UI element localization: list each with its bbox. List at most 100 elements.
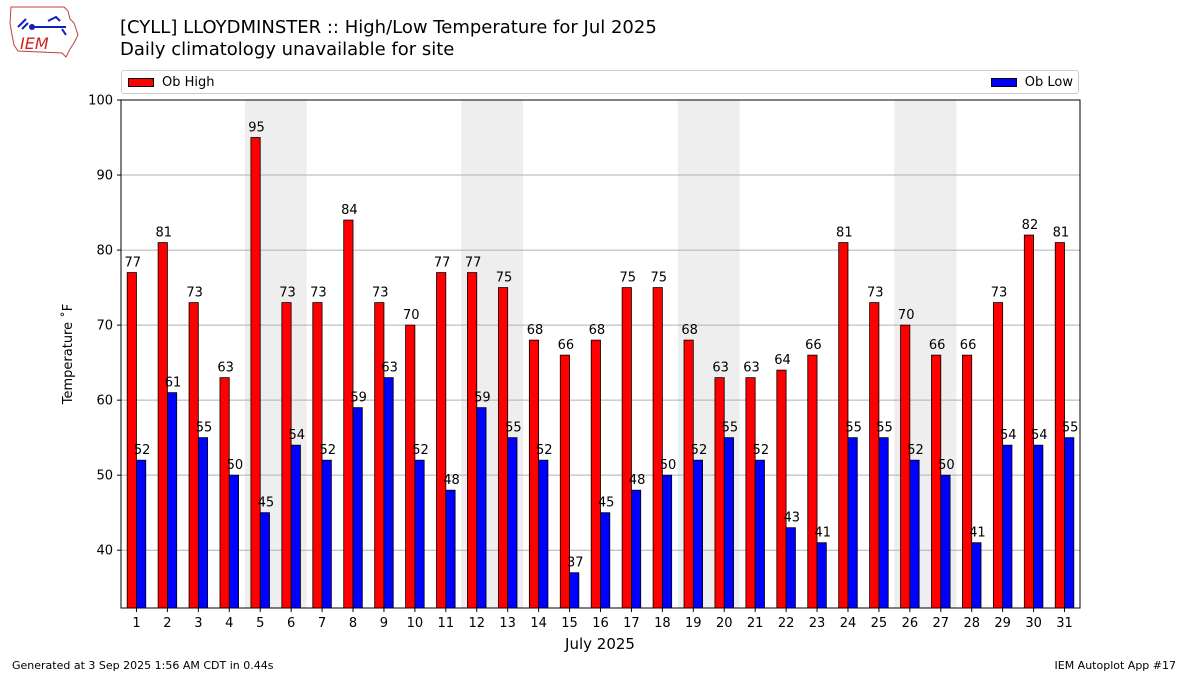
bar-low-day-17 [631,489,642,609]
label-low-day-9: 63 [381,361,398,376]
label-high-day-5: 95 [248,121,265,136]
x-tick-label-10: 10 [407,616,424,631]
legend-label-low: Ob Low [1024,75,1073,90]
bar-low-day-28 [971,542,982,609]
bar-low-day-23 [816,542,827,609]
bar-low-day-31 [1064,437,1075,609]
label-high-day-9: 73 [372,286,389,301]
label-high-day-4: 63 [217,361,234,376]
x-tick-label-12: 12 [468,616,485,631]
x-tick-label-17: 17 [623,616,640,631]
bar-low-day-7 [321,459,332,609]
y-tick-label-40: 40 [96,544,113,559]
x-tick-label-18: 18 [654,616,671,631]
label-high-day-29: 73 [991,286,1008,301]
label-high-day-21: 63 [743,361,760,376]
label-high-day-18: 75 [650,271,667,286]
bar-low-day-16 [600,512,611,609]
bar-high-day-27 [931,354,942,609]
label-low-day-25: 55 [876,421,893,436]
bar-low-day-4 [228,474,239,609]
bar-high-day-20 [714,377,725,609]
x-tick-label-19: 19 [685,616,702,631]
x-tick-label-3: 3 [194,616,202,631]
bar-low-day-10 [414,459,425,609]
bar-high-day-14 [528,339,540,609]
y-tick-label-60: 60 [96,394,113,409]
label-high-day-7: 73 [310,286,327,301]
generated-note: Generated at 3 Sep 2025 1:56 AM CDT in 0… [12,659,274,672]
label-high-day-1: 77 [125,256,142,271]
label-low-day-16: 45 [598,496,615,511]
label-high-day-22: 64 [774,353,791,368]
bar-low-day-19 [692,459,704,609]
x-tick-label-14: 14 [530,616,547,631]
label-high-day-19: 68 [681,323,698,338]
bar-high-day-1 [126,272,137,609]
label-high-day-28: 66 [960,338,977,353]
y-tick-label-80: 80 [96,244,113,259]
legend-item-low: Ob Low [990,75,1073,90]
bar-low-day-11 [445,489,456,609]
bar-high-day-25 [869,302,880,609]
bar-low-day-15 [569,572,580,609]
x-tick-label-24: 24 [840,616,857,631]
label-low-day-5: 45 [258,496,275,511]
label-high-day-30: 82 [1022,218,1039,233]
y-tick-label-50: 50 [96,469,113,484]
label-high-day-13: 75 [496,271,513,286]
bar-low-day-18 [661,474,673,609]
label-low-day-15: 37 [567,556,584,571]
label-low-day-8: 59 [350,391,367,406]
data-labels: 77 81 73 63 95 73 73 84 73 70 77 77 75 68 66 68 75 75 68 63… [125,121,1079,571]
x-tick-label-13: 13 [499,616,516,631]
label-low-day-24: 55 [845,421,862,436]
bar-low-day-26 [909,459,920,609]
label-high-day-20: 63 [712,361,729,376]
x-tick-label-6: 6 [287,616,295,631]
y-tick-label-100: 100 [88,94,113,109]
logo-text: IEM [20,34,49,53]
x-tick-label-31: 31 [1056,616,1073,631]
label-high-day-15: 66 [558,338,575,353]
chart-title: [CYLL] LLOYDMINSTER :: High/Low Temperat… [120,17,657,61]
label-low-day-17: 48 [629,473,646,488]
x-tick-label-26: 26 [902,616,919,631]
x-tick-label-21: 21 [747,616,764,631]
x-tick-label-4: 4 [225,616,233,631]
x-tick-label-2: 2 [163,616,171,631]
label-low-day-27: 50 [938,458,955,473]
bar-high-day-21 [745,377,756,609]
bar-high-day-12 [467,272,478,609]
bar-low-day-5 [259,512,270,609]
label-high-day-3: 73 [186,286,203,301]
legend-swatch-high [128,78,154,87]
label-low-day-30: 54 [1031,428,1048,443]
bar-high-day-11 [436,272,447,609]
bar-high-day-16 [590,339,601,609]
bar-low-day-13 [507,437,518,609]
bar-low-day-2 [167,392,178,609]
bar-high-day-6 [281,302,292,609]
iem-logo: IEM [9,6,79,58]
bar-high-day-30 [1023,234,1034,609]
label-high-day-27: 66 [929,338,946,353]
legend: Ob High Ob Low [121,70,1079,94]
bar-high-day-26 [900,324,911,609]
app-credit: IEM Autoplot App #17 [1054,659,1177,672]
bar-high-day-10 [405,324,416,609]
bar-low-day-21 [754,459,765,609]
label-low-day-10: 52 [412,443,429,458]
label-high-day-8: 84 [341,203,358,218]
label-low-day-11: 48 [443,473,460,488]
label-low-day-20: 55 [722,421,739,436]
label-low-day-1: 52 [134,443,151,458]
x-tick-label-29: 29 [994,616,1011,631]
bar-low-day-30 [1033,444,1044,609]
label-high-day-14: 68 [527,323,544,338]
x-tick-label-27: 27 [933,616,950,631]
bar-low-day-20 [723,437,734,609]
x-tick-label-11: 11 [438,616,455,631]
label-high-day-6: 73 [279,286,296,301]
